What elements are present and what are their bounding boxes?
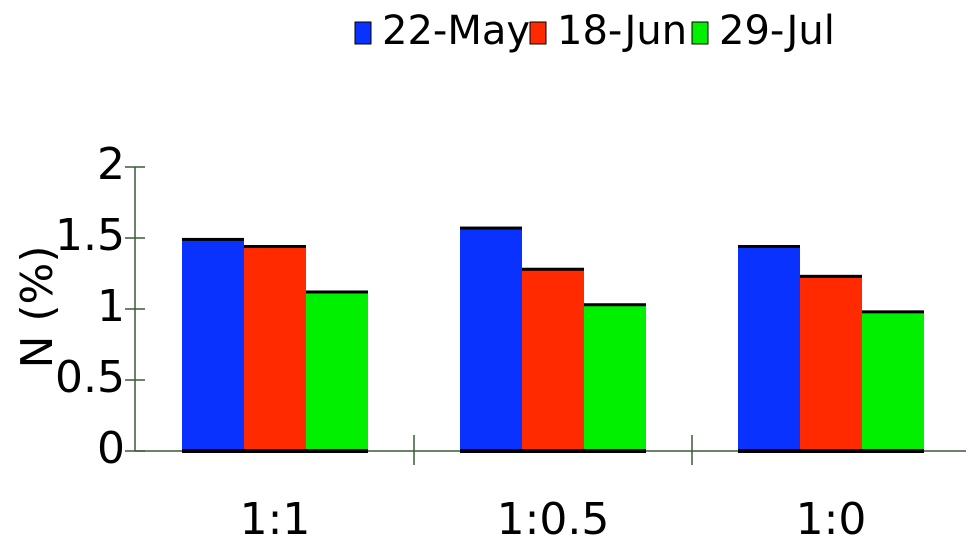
x-tick-label: 1:0: [796, 494, 867, 545]
legend-label: 29-Jul: [719, 8, 835, 54]
y-axis-label: N (%): [12, 245, 63, 368]
y-tick-label: 0: [97, 423, 125, 474]
bar-cap: [584, 303, 646, 307]
bar-cap: [800, 274, 862, 278]
bar: [584, 304, 646, 451]
y-tick-label: 1.5: [55, 210, 125, 261]
bar: [800, 276, 862, 451]
bar: [862, 311, 924, 451]
y-tick-label: 2: [97, 139, 125, 190]
base-line: [182, 449, 368, 453]
legend-label: 18-Jun: [557, 8, 687, 54]
legend-swatch: [691, 21, 709, 45]
legend-swatch: [529, 21, 547, 45]
y-tick-label: 0.5: [55, 352, 125, 403]
bar: [244, 246, 306, 451]
legend-swatch: [354, 21, 372, 45]
bar: [522, 269, 584, 451]
legend-label: 22-May: [382, 8, 530, 54]
bar-cap: [738, 245, 800, 249]
bar-cap: [460, 226, 522, 230]
x-tick-label: 1:0.5: [497, 494, 610, 545]
bar: [738, 246, 800, 451]
bar: [306, 291, 368, 451]
bar-cap: [182, 237, 244, 241]
bar: [460, 228, 522, 451]
bar-cap: [244, 245, 306, 249]
bar-cap: [522, 267, 584, 271]
base-line: [460, 449, 646, 453]
bar-cap: [306, 290, 368, 294]
bar: [182, 239, 244, 451]
y-tick-label: 1: [97, 281, 125, 332]
base-line: [738, 449, 924, 453]
x-tick-label: 1:1: [240, 494, 311, 545]
bar-cap: [862, 310, 924, 314]
